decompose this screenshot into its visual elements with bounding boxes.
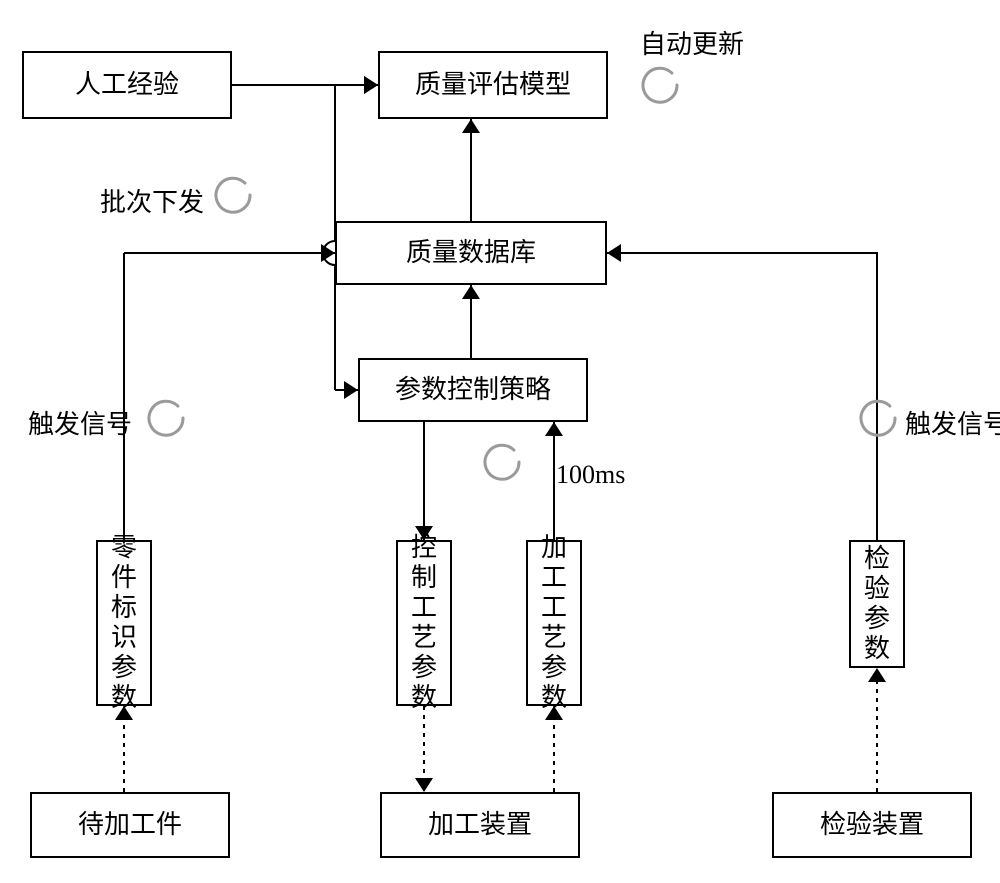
box-quality-db: 质量数据库 (335, 221, 607, 285)
box-quality-model: 质量评估模型 (378, 51, 608, 119)
box-part-id-param: 零件标识参数 (96, 540, 152, 706)
label: 质量数据库 (406, 236, 536, 270)
label-trigger-right: 触发信号 (905, 404, 1000, 441)
label-trigger-left: 触发信号 (28, 404, 132, 441)
box-control-process-param: 控制工艺参数 (396, 540, 452, 706)
box-processing-param: 加工工艺参数 (526, 540, 582, 706)
label-batch-issue: 批次下发 (100, 182, 204, 219)
diagram-canvas (0, 0, 1000, 883)
box-manual-experience: 人工经验 (22, 51, 232, 119)
label: 质量评估模型 (415, 68, 571, 102)
box-param-control: 参数控制策略 (358, 358, 588, 422)
label: 检验装置 (820, 808, 924, 842)
box-inspection-device: 检验装置 (772, 792, 972, 858)
label: 加工装置 (428, 808, 532, 842)
label: 人工经验 (75, 68, 179, 102)
label: 参数控制策略 (395, 373, 551, 407)
box-inspection-param: 检验参数 (849, 540, 905, 668)
label-100ms: 100ms (556, 460, 625, 490)
box-workpiece: 待加工件 (30, 792, 230, 858)
label-auto-update: 自动更新 (640, 24, 744, 61)
label: 待加工件 (78, 808, 182, 842)
box-processing-device: 加工装置 (380, 792, 580, 858)
